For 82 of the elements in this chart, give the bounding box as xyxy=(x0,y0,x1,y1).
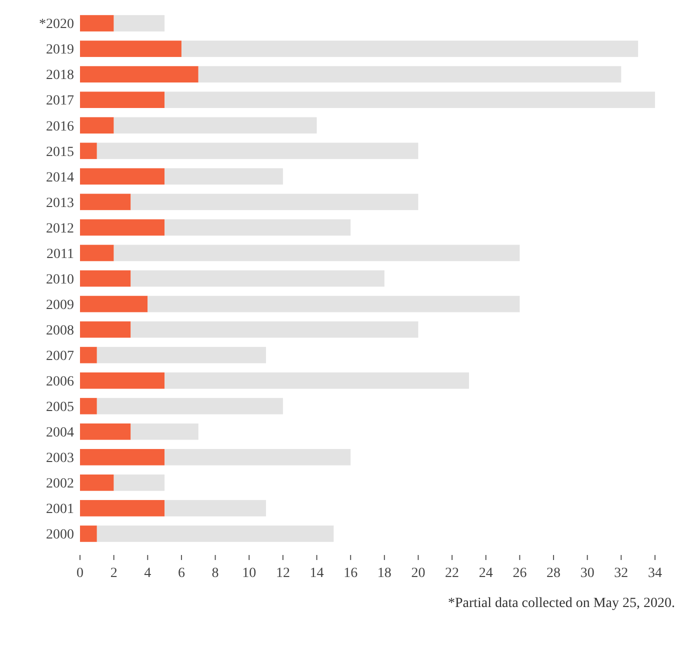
y-tick-label: *2020 xyxy=(39,17,74,32)
bar xyxy=(80,15,114,32)
bar xyxy=(80,66,198,82)
y-tick-label: 2001 xyxy=(46,502,74,518)
x-tick-label: 30 xyxy=(580,566,594,581)
x-tick-label: 32 xyxy=(614,566,628,581)
bar xyxy=(80,92,165,108)
x-tick-label: 20 xyxy=(411,566,426,581)
bar xyxy=(96,142,418,160)
y-tick-label: 2019 xyxy=(46,42,74,58)
bar xyxy=(164,92,655,108)
bar xyxy=(164,372,469,389)
bar xyxy=(114,15,165,32)
bar xyxy=(80,372,165,389)
x-tick-label: 12 xyxy=(276,566,290,581)
bar xyxy=(80,244,114,262)
y-tick-label: 2015 xyxy=(46,144,74,160)
y-tick-label: 2007 xyxy=(46,348,74,364)
y-tick-label: 2011 xyxy=(46,246,74,262)
x-tick-label: 24 xyxy=(478,566,493,581)
bar xyxy=(164,168,283,185)
bar xyxy=(80,270,131,287)
x-tick-label: 34 xyxy=(648,566,662,581)
bar xyxy=(80,398,97,414)
x-tick-label: 14 xyxy=(310,566,324,581)
bar xyxy=(80,40,182,57)
bar xyxy=(80,448,165,466)
bar xyxy=(80,321,131,338)
bar xyxy=(130,270,384,287)
x-tick-label: 28 xyxy=(546,566,561,581)
x-tick-label: 26 xyxy=(512,566,527,581)
y-tick-label: 2016 xyxy=(46,119,74,134)
bar xyxy=(181,40,638,57)
y-tick-label: 2005 xyxy=(46,400,74,416)
bar xyxy=(96,346,266,364)
bar xyxy=(148,296,520,312)
x-tick-label: 6 xyxy=(178,566,185,581)
bar xyxy=(80,474,114,491)
bar xyxy=(114,244,520,262)
bar xyxy=(164,448,351,466)
bar xyxy=(80,526,97,542)
y-tick-label: 2006 xyxy=(46,374,74,390)
y-tick-label: 2010 xyxy=(46,272,74,288)
y-tick-label: 2000 xyxy=(46,528,74,543)
x-tick-label: 18 xyxy=(377,566,392,581)
bar xyxy=(96,398,283,414)
y-tick-label: 2008 xyxy=(46,323,74,338)
bar xyxy=(80,346,97,364)
y-tick-label: 2003 xyxy=(46,451,74,466)
bar xyxy=(164,500,266,516)
bar xyxy=(80,168,165,185)
y-tick-label: 2018 xyxy=(46,68,74,84)
bar xyxy=(80,500,165,516)
bar xyxy=(80,219,165,236)
bar xyxy=(96,526,334,542)
bar xyxy=(80,194,131,210)
y-tick-label: 2017 xyxy=(46,94,74,109)
x-tick-label: 0 xyxy=(76,566,84,581)
bar xyxy=(80,423,131,440)
x-tick-label: 22 xyxy=(445,566,460,581)
bar xyxy=(114,474,165,491)
x-tick-label: 4 xyxy=(144,566,152,581)
bar xyxy=(80,117,114,134)
y-tick-label: 2013 xyxy=(46,196,74,211)
y-tick-label: 2002 xyxy=(46,476,74,492)
y-tick-label: 2004 xyxy=(46,426,74,441)
bar xyxy=(130,194,418,210)
x-tick-label: 2 xyxy=(110,566,118,581)
bar xyxy=(80,142,97,160)
bar xyxy=(198,66,622,82)
y-tick-label: 2012 xyxy=(46,221,74,236)
x-tick-label: 16 xyxy=(344,566,358,581)
bar xyxy=(130,423,198,440)
y-tick-label: 2009 xyxy=(46,298,74,313)
bar xyxy=(164,219,351,236)
bar xyxy=(130,321,418,338)
x-tick-label: 10 xyxy=(242,566,256,581)
x-tick-label: 8 xyxy=(212,566,219,581)
bar xyxy=(80,296,148,312)
y-tick-label: 2014 xyxy=(46,170,74,186)
bar xyxy=(114,117,317,134)
text: *Partial data collected on May 25, 2020. xyxy=(448,596,675,611)
